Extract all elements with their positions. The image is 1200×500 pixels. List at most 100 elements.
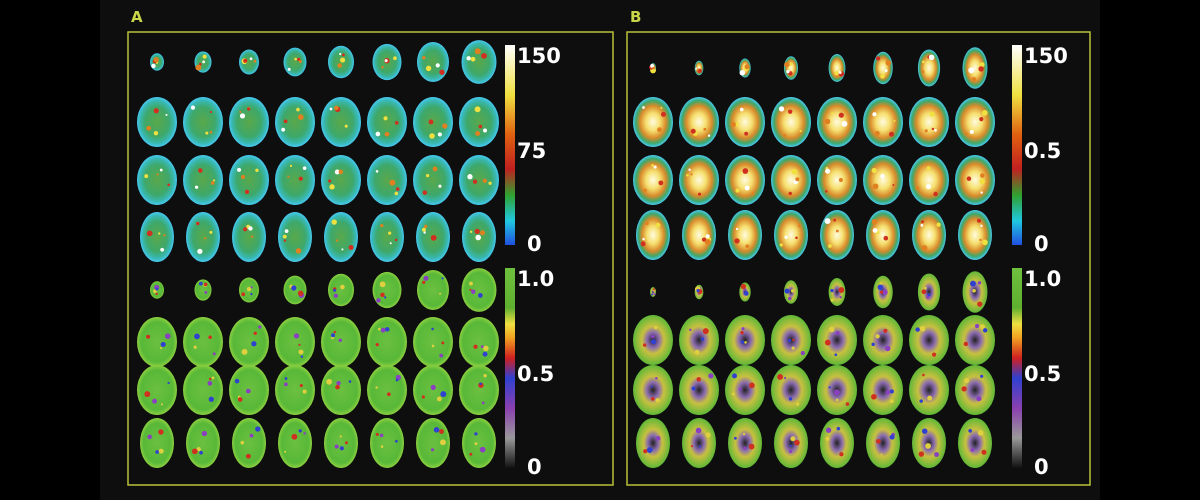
slice-spot bbox=[388, 231, 392, 235]
slice-spot bbox=[795, 177, 800, 182]
brain-slice bbox=[828, 54, 846, 82]
brain-slice bbox=[771, 365, 811, 415]
colorbar-label: 150 bbox=[1024, 44, 1068, 68]
slice-spot bbox=[389, 242, 392, 245]
slice-spot bbox=[922, 373, 925, 377]
brain-slice bbox=[229, 97, 269, 147]
slice-spot bbox=[980, 224, 983, 227]
slice-spot bbox=[245, 388, 251, 394]
slice-spot bbox=[749, 382, 755, 389]
slice-spot bbox=[298, 176, 303, 181]
slice-spot bbox=[469, 230, 473, 234]
slice-spot bbox=[472, 179, 478, 184]
slice-spot bbox=[982, 239, 988, 246]
slice-spot bbox=[652, 288, 656, 291]
brain-slice bbox=[866, 418, 900, 468]
slice-spot bbox=[329, 184, 335, 190]
slice-spot bbox=[155, 287, 159, 291]
brain-slice bbox=[863, 365, 903, 415]
slice-spot bbox=[838, 71, 842, 74]
slice-spot bbox=[287, 175, 290, 178]
brain-slice bbox=[462, 418, 496, 468]
slice-spot bbox=[291, 285, 297, 291]
slice-spot bbox=[298, 343, 301, 346]
slice-spot bbox=[289, 164, 293, 167]
slice-spot bbox=[153, 108, 159, 114]
slice-spot bbox=[645, 222, 649, 226]
brain-slice bbox=[459, 317, 499, 367]
slice-spot bbox=[298, 429, 302, 433]
slice-spot bbox=[197, 248, 203, 254]
slice-spot bbox=[970, 448, 975, 452]
slice-spot bbox=[380, 327, 386, 333]
brain-slice bbox=[955, 97, 995, 147]
slice-spot bbox=[738, 387, 742, 391]
slice-spot bbox=[205, 131, 209, 135]
slice-spot bbox=[338, 338, 343, 342]
slice-spot bbox=[482, 351, 488, 357]
brain-slice bbox=[633, 155, 673, 205]
slice-spot bbox=[146, 334, 151, 339]
brain-slice bbox=[194, 279, 212, 301]
slice-spot bbox=[800, 351, 805, 356]
slice-spot bbox=[890, 399, 894, 404]
slice-spot bbox=[923, 286, 927, 290]
slice-spot bbox=[836, 75, 839, 78]
slice-spot bbox=[422, 280, 426, 284]
slice-spot bbox=[241, 348, 248, 355]
brain-slice bbox=[367, 155, 407, 205]
slice-spot bbox=[824, 118, 831, 125]
colorbar-label: 0 bbox=[527, 232, 542, 256]
slice-spot bbox=[924, 129, 928, 133]
slice-spot bbox=[395, 439, 398, 443]
slice-spot bbox=[642, 237, 645, 241]
slice-spot bbox=[883, 235, 889, 241]
brain-slice bbox=[283, 47, 307, 77]
slice-spot bbox=[741, 327, 745, 331]
slice-spot bbox=[841, 120, 848, 127]
slice-spot bbox=[384, 296, 387, 299]
slice-spot bbox=[474, 432, 478, 436]
slice-spot bbox=[194, 333, 200, 340]
slice-spot bbox=[375, 131, 381, 137]
slice-spot bbox=[705, 432, 711, 438]
brain-slice bbox=[275, 365, 315, 415]
slice-spot bbox=[209, 230, 213, 234]
slice-spot bbox=[702, 328, 709, 335]
slice-spot bbox=[198, 168, 203, 173]
slice-spot bbox=[833, 389, 840, 396]
slice-spot bbox=[743, 446, 747, 450]
slice-spot bbox=[742, 432, 746, 436]
slice-spot bbox=[381, 66, 384, 69]
slice-spot bbox=[777, 374, 784, 380]
slice-spot bbox=[788, 191, 792, 196]
slice-spot bbox=[298, 349, 304, 355]
slice-spot bbox=[921, 70, 925, 74]
brain-slice bbox=[183, 97, 223, 147]
slice-spot bbox=[889, 131, 895, 137]
slice-spot bbox=[742, 168, 749, 174]
slice-spot bbox=[165, 333, 171, 339]
colorbar-label: 0.5 bbox=[517, 362, 554, 386]
slice-spot bbox=[479, 446, 486, 453]
slice-spot bbox=[191, 448, 198, 455]
slice-spot bbox=[199, 450, 203, 455]
slice-spot bbox=[934, 452, 939, 457]
slice-spot bbox=[824, 339, 831, 346]
colorbar-label: 75 bbox=[517, 139, 546, 163]
slice-spot bbox=[291, 433, 298, 440]
brain-slice bbox=[725, 365, 765, 415]
slice-spot bbox=[789, 444, 792, 447]
brain-slice bbox=[909, 315, 949, 365]
slice-spot bbox=[779, 243, 783, 247]
slice-spot bbox=[422, 190, 428, 195]
slice-spot bbox=[839, 452, 844, 457]
slice-spot bbox=[964, 132, 968, 136]
slice-spot bbox=[643, 188, 647, 192]
slice-spot bbox=[237, 397, 243, 402]
brain-slice bbox=[917, 49, 941, 87]
slice-spot bbox=[344, 124, 348, 128]
slice-spot bbox=[433, 427, 440, 433]
slice-spot bbox=[334, 169, 340, 175]
slice-spot bbox=[740, 340, 745, 344]
